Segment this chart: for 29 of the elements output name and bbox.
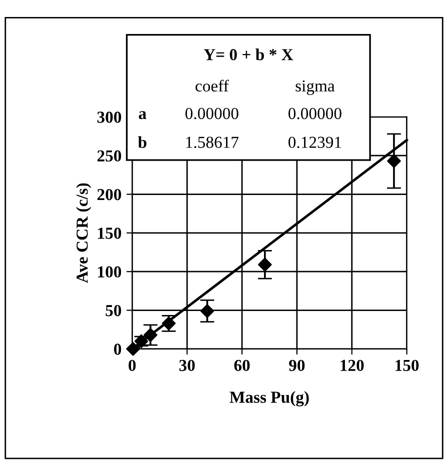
annotation: 0.12391 [288,136,342,148]
x-tick-label: 0 [128,360,136,372]
y-tick-label: 50 [106,304,122,316]
annotation: 0.00000 [185,108,238,120]
x-tick-label: 60 [234,360,250,372]
x-axis-title: Mass Pu(g) [230,391,309,406]
point [387,154,401,168]
y-axis-title: Ave CCR (c/s) [76,183,92,284]
y-tick-label: 0 [114,344,122,355]
y-tick-label: 300 [97,112,122,123]
y-tick-label: 200 [97,188,122,200]
x-tick-label: 30 [179,360,195,372]
point [144,328,158,342]
point [126,342,140,356]
text: Y= 0 + b * X [204,48,294,60]
x-tick-label: 90 [289,360,305,372]
annotation: a [138,111,146,120]
x-tick-label: 120 [340,360,364,372]
x-tick-label: 150 [396,360,419,372]
annotation: 0.00000 [288,108,342,120]
text: coeff [196,80,229,92]
text: sigma [296,80,335,95]
y-tick-label: 100 [98,266,122,278]
point [258,258,272,272]
annotation: b [138,136,146,148]
y-tick-label: 150 [98,228,122,239]
point [200,304,214,318]
annotation: 1.58617 [186,136,239,148]
y-tick-label: 250 [97,150,122,162]
